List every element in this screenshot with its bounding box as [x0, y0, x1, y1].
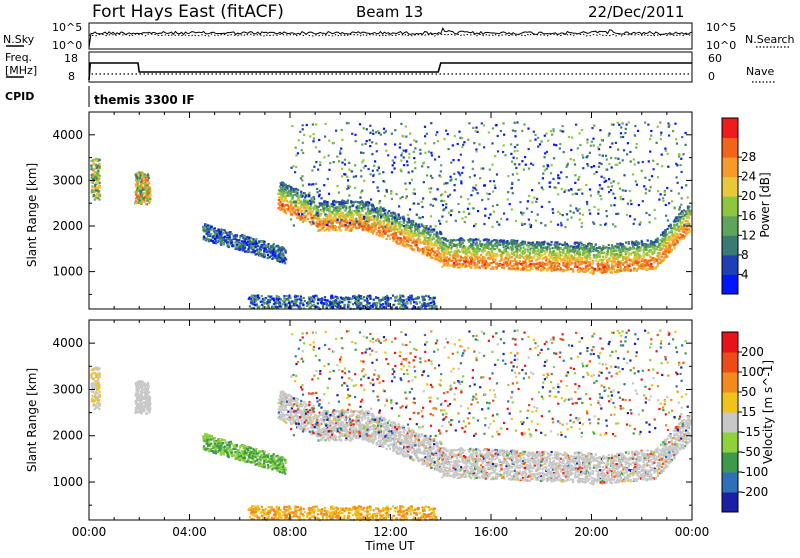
colorbar-swatch: [722, 372, 738, 393]
velocity-colorbar-tick: 15: [741, 405, 756, 419]
colorbar-swatch: [722, 352, 738, 373]
noise-left-label: N.Sky: [3, 33, 35, 46]
colorbar-swatch: [722, 432, 738, 453]
colorbar-swatch: [722, 274, 738, 294]
date-title: 22/Dec/2011: [588, 3, 684, 21]
power-colorbar-tick: 4: [741, 267, 749, 281]
noise-right-tick-top: 10^5: [706, 21, 736, 34]
power-panel: 1000 2000 3000 4000 Slant Range [km] 4 8 12 16…: [25, 112, 772, 310]
freq-left-label-2: [MHz]: [5, 64, 37, 77]
noise-right-tick-bottom: 10^0: [706, 39, 736, 52]
x-axis-label: Time UT: [364, 539, 415, 553]
time-tick-label: 20:00: [574, 525, 609, 539]
power-colorbar-tick: 8: [741, 248, 749, 262]
noise-right-label: N.Search: [745, 33, 795, 46]
velocity-colorbar-tick: 50: [741, 385, 756, 399]
velocity-colorbar-tick: 200: [741, 345, 764, 359]
nave-right-label: Nave: [746, 65, 774, 78]
range-tick-label: 1000: [52, 475, 83, 489]
nave-right-tick-top: 60: [708, 52, 722, 65]
range-tick-label: 2000: [52, 219, 83, 233]
colorbar-swatch: [722, 255, 738, 275]
time-tick-label: 00:00: [675, 525, 710, 539]
colorbar-swatch: [722, 196, 738, 216]
nave-right-tick-bottom: 0: [708, 70, 715, 83]
station-title: Fort Hays East (fitACF): [92, 2, 284, 22]
freq-left-tick-top: 18: [64, 52, 78, 65]
velocity-y-label: Slant Range [km]: [25, 368, 39, 472]
cpid-panel: CPID themis 3300 IF: [5, 86, 195, 107]
noise-sky-trace: [89, 28, 692, 48]
freq-left-label-1: Freq.: [5, 51, 32, 64]
noise-panel: N.Sky 10^5 10^0 10^5 10^0 N.Search: [3, 21, 795, 52]
colorbar-swatch: [722, 492, 738, 513]
cpid-label: CPID: [5, 90, 34, 103]
power-colorbar-tick: 28: [741, 150, 756, 164]
power-y-label: Slant Range [km]: [25, 163, 39, 267]
colorbar-swatch: [722, 412, 738, 433]
velocity-colorbar-tick: -100: [741, 465, 768, 479]
colorbar-swatch: [722, 472, 738, 493]
time-tick-label: 08:00: [273, 525, 308, 539]
colorbar-swatch: [722, 332, 738, 353]
range-tick-label: 1000: [52, 265, 83, 279]
range-tick-label: 2000: [52, 429, 83, 443]
noise-left-tick-top: 10^5: [52, 21, 82, 34]
noise-left-tick-bottom: 10^0: [52, 39, 82, 52]
colorbar-swatch: [722, 216, 738, 236]
velocity-colorbar-tick: -200: [741, 485, 768, 499]
time-tick-label: 16:00: [474, 525, 509, 539]
time-tick-label: 04:00: [172, 525, 207, 539]
range-tick-label: 4000: [52, 336, 83, 350]
cpid-program: themis 3300 IF: [94, 93, 195, 107]
power-colorbar-tick: 16: [741, 209, 756, 223]
power-colorbar-tick: 24: [741, 170, 756, 184]
colorbar-swatch: [722, 157, 738, 177]
freq-left-tick-bottom: 8: [68, 70, 75, 83]
velocity-colorbar-tick: -50: [741, 445, 761, 459]
velocity-colorbar-label: Velocity [m s^-1]: [761, 360, 775, 464]
frequency-trace: [89, 63, 692, 80]
range-tick-label: 4000: [52, 128, 83, 142]
colorbar-swatch: [722, 392, 738, 413]
velocity-colorbar-tick: -15: [741, 425, 761, 439]
power-colorbar: 4 8 12 16 20 24 28: [722, 118, 756, 295]
freq-panel: Freq. [MHz] 18 8 60 0 Nave: [5, 51, 776, 83]
range-tick-label: 3000: [52, 173, 83, 187]
colorbar-swatch: [722, 235, 738, 255]
time-tick-label: 12:00: [373, 525, 408, 539]
power-colorbar-label: Power [dB]: [758, 172, 772, 237]
power-colorbar-tick: 12: [741, 228, 756, 242]
power-colorbar-tick: 20: [741, 189, 756, 203]
time-tick-label: 00:00: [72, 525, 107, 539]
colorbar-swatch: [722, 118, 738, 138]
colorbar-swatch: [722, 138, 738, 158]
range-tick-label: 3000: [52, 382, 83, 396]
colorbar-swatch: [722, 177, 738, 197]
beam-title: Beam 13: [356, 3, 423, 21]
colorbar-swatch: [722, 452, 738, 473]
